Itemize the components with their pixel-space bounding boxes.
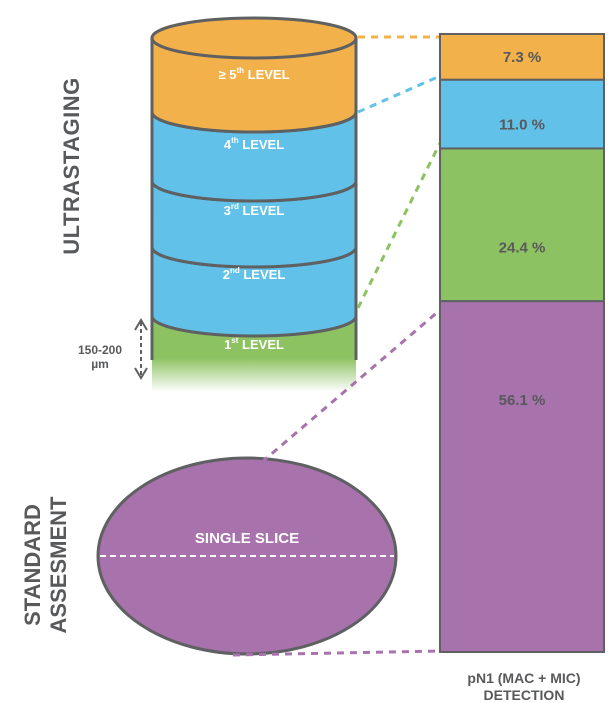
cylinder-illustration: ≥ 5th LEVEL 4th LEVEL 3rd LEVEL 2nd LEVE…	[150, 16, 358, 392]
connector-lines	[232, 35, 442, 657]
connector-purple-bottom	[232, 649, 441, 657]
bar-data-label-4: 7.3 %	[503, 49, 541, 66]
connector-green	[356, 142, 442, 309]
category-label-line1: pN1 (MAC + MIC)	[467, 670, 580, 686]
thickness-label-unit: µm	[91, 357, 109, 371]
cylinder-layer-5	[150, 36, 358, 134]
cylinder-layer-1	[152, 316, 356, 392]
level-label-5: ≥ 5th LEVEL	[218, 66, 289, 82]
standard-label: STANDARD	[20, 504, 45, 626]
bar-data-label-1: 56.1 %	[499, 392, 546, 409]
bar-data-label-3: 11.0 %	[499, 117, 545, 134]
bar-segment-1	[439, 300, 605, 653]
category-label-line2: DETECTION	[484, 687, 565, 703]
single-slice-label: SINGLE SLICE	[195, 530, 299, 547]
connector-purple-top	[261, 308, 441, 464]
single-slice: SINGLE SLICE	[96, 456, 398, 656]
level-label-3: 3rd LEVEL	[224, 202, 285, 218]
level-label-2: 2nd LEVEL	[223, 266, 286, 282]
bar-segment-2	[439, 147, 605, 303]
bar-segment-4	[439, 33, 605, 81]
bar-segment-3	[439, 78, 605, 150]
stacked-bar: 56.1 % 24.4 % 11.0 % 7.3 %	[439, 33, 605, 653]
level-label-4: 4th LEVEL	[224, 136, 284, 152]
thickness-label-value: 150-200	[78, 343, 122, 357]
cylinder-top	[150, 16, 358, 60]
assesment-label: ASSESMENT	[46, 496, 71, 633]
ultrastaging-label: ULTRASTAGING	[59, 77, 84, 255]
bar-data-label-2: 24.4 %	[499, 239, 546, 256]
arrow-down-icon	[134, 367, 148, 380]
connector-blue	[357, 74, 441, 114]
arrow-up-icon	[134, 318, 148, 331]
level-label-1: 1st LEVEL	[224, 336, 284, 352]
thickness-indicator: 150-200 µm	[78, 318, 148, 380]
